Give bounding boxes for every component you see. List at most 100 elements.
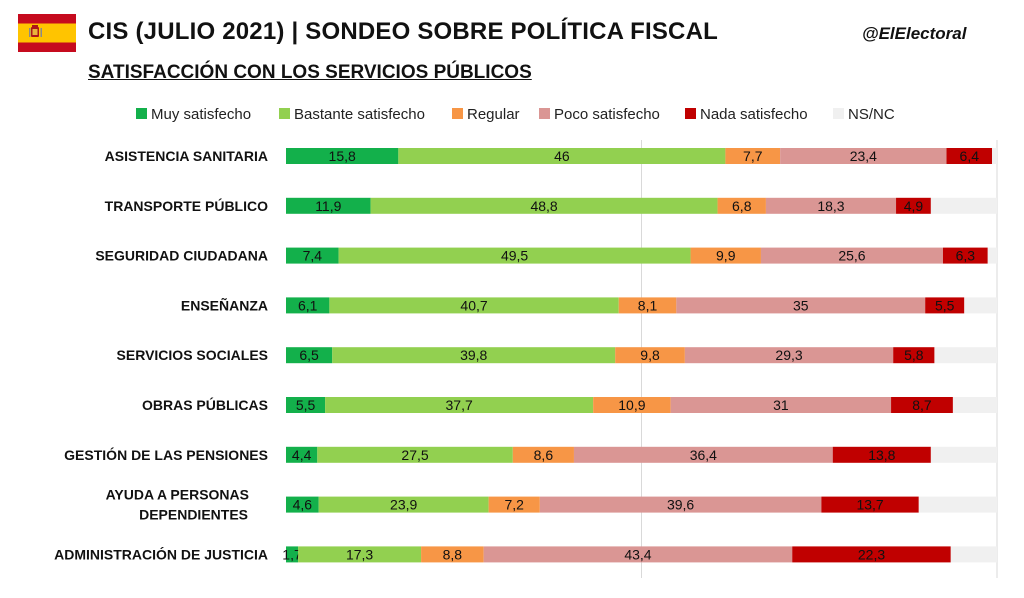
bar-segment: [930, 446, 997, 463]
value-label: 18,3: [817, 198, 844, 214]
bar-segment: [332, 347, 616, 364]
value-label: 11,9: [315, 198, 341, 214]
spain-flag-icon: [18, 14, 76, 52]
value-label: 49,5: [501, 248, 528, 264]
bar-segment: [317, 446, 513, 463]
value-label: 6,1: [298, 297, 318, 313]
bar-segment: [930, 197, 997, 214]
value-label: 13,8: [868, 447, 895, 463]
bar-row: 6,5 39,8 9,8 29,3 5,8: [286, 347, 997, 364]
bar-segment: [717, 197, 766, 214]
value-label: 27,5: [401, 447, 428, 463]
bar-segment: [593, 397, 671, 413]
legend-item: NS/NC: [833, 106, 895, 123]
bar-segment: [286, 446, 318, 463]
value-label: 7,2: [504, 497, 524, 513]
value-label: 23,9: [390, 497, 417, 513]
bar-segment: [992, 148, 997, 164]
legend-label: NS/NC: [848, 106, 895, 123]
flag-coat-of-arms: [29, 25, 42, 37]
bar-row: 15,8 46 7,7 23,4 6,4: [286, 148, 997, 164]
bar-segment: [891, 397, 953, 413]
bar-row: 4,4 27,5 8,6 36,4 13,8: [286, 446, 997, 463]
category-label: GESTIÓN DE LAS PENSIONES: [64, 446, 268, 463]
bar-segment: [488, 496, 540, 513]
bar-segment: [286, 347, 333, 364]
bar-row: 1,7 17,3 8,8 43,4 22,3: [282, 546, 997, 563]
bar-row: 5,5 37,7 10,9 31 8,7: [286, 397, 997, 413]
bar-segment: [942, 247, 988, 264]
bar-segment: [573, 446, 833, 463]
bar-segment: [725, 148, 781, 164]
chart-bars: 15,8 46 7,7 23,4 6,4 11,9 48,8 6,8 18,3 4,9 7,4 49,…: [282, 148, 997, 563]
value-label: 6,8: [732, 198, 752, 214]
category-label: ADMINISTRACIÓN DE JUSTICIA: [54, 545, 268, 562]
bar-segment: [615, 347, 685, 364]
bar-segment: [918, 496, 997, 513]
category-label: ASISTENCIA SANITARIA: [105, 148, 268, 164]
value-label: 43,4: [624, 546, 651, 562]
category-label: SERVICIOS SOCIALES: [117, 347, 268, 363]
bar-segment: [690, 247, 761, 264]
bar-segment: [670, 397, 892, 413]
bar-segment: [952, 397, 997, 413]
legend-swatch: [452, 108, 463, 119]
value-label: 1,7: [282, 546, 302, 562]
bar-segment: [760, 247, 943, 264]
bar-segment: [946, 148, 993, 164]
category-label: SEGURIDAD CIUDADANA: [95, 248, 268, 264]
legend-swatch: [833, 108, 844, 119]
bar-segment: [896, 197, 931, 214]
bar-segment: [893, 347, 935, 364]
value-label: 5,5: [296, 397, 316, 413]
legend-swatch: [136, 108, 147, 119]
value-label: 22,3: [858, 546, 885, 562]
value-label: 5,5: [935, 297, 955, 313]
bar-segment: [286, 397, 326, 413]
bar-segment: [934, 347, 997, 364]
chart-subtitle: SATISFACCIÓN CON LOS SERVICIOS PÚBLICOS: [88, 62, 532, 83]
value-label: 40,7: [460, 297, 487, 313]
bar-segment: [286, 546, 299, 563]
value-label: 39,6: [667, 497, 694, 513]
value-label: 37,7: [446, 397, 473, 413]
value-label: 35: [793, 297, 809, 313]
bar-row: 6,1 40,7 8,1 35 5,5: [286, 297, 997, 314]
value-label: 29,3: [775, 347, 802, 363]
category-label: OBRAS PÚBLICAS: [142, 396, 268, 413]
value-label: 46: [554, 148, 570, 164]
value-label: 8,6: [534, 447, 554, 463]
bar-segment: [329, 297, 619, 314]
bar-segment: [832, 446, 931, 463]
bar-segment: [338, 247, 691, 264]
value-label: 4,6: [293, 497, 313, 513]
bar-segment: [925, 297, 965, 314]
bar-segment: [676, 297, 926, 314]
value-label: 8,7: [912, 397, 932, 413]
value-label: 7,7: [743, 148, 763, 164]
value-label: 31: [773, 397, 789, 413]
value-label: 8,1: [638, 297, 658, 313]
category-labels: ASISTENCIA SANITARIA TRANSPORTE PÚBLICO SE…: [54, 148, 268, 562]
bar-segment: [780, 148, 947, 164]
bar-row: 4,6 23,9 7,2 39,6 13,7: [286, 496, 997, 513]
legend-item: Bastante satisfecho: [279, 106, 425, 123]
value-label: 9,9: [716, 248, 736, 264]
category-label: ENSEÑANZA: [181, 296, 268, 313]
bar-segment: [318, 496, 489, 513]
value-label: 8,8: [443, 546, 463, 562]
bar-segment: [370, 197, 718, 214]
bar-segment: [618, 297, 677, 314]
legend-label: Nada satisfecho: [700, 106, 808, 123]
bar-segment: [950, 546, 997, 563]
value-label: 17,3: [346, 546, 373, 562]
bar-segment: [512, 446, 574, 463]
value-label: 25,6: [838, 248, 865, 264]
legend-item: Regular: [452, 106, 520, 123]
legend-label: Muy satisfecho: [151, 106, 251, 123]
bar-segment: [987, 247, 997, 264]
bar-row: 7,4 49,5 9,9 25,6 6,3: [286, 247, 997, 264]
value-label: 7,4: [303, 248, 323, 264]
value-label: 5,8: [904, 347, 924, 363]
value-label: 9,8: [640, 347, 660, 363]
